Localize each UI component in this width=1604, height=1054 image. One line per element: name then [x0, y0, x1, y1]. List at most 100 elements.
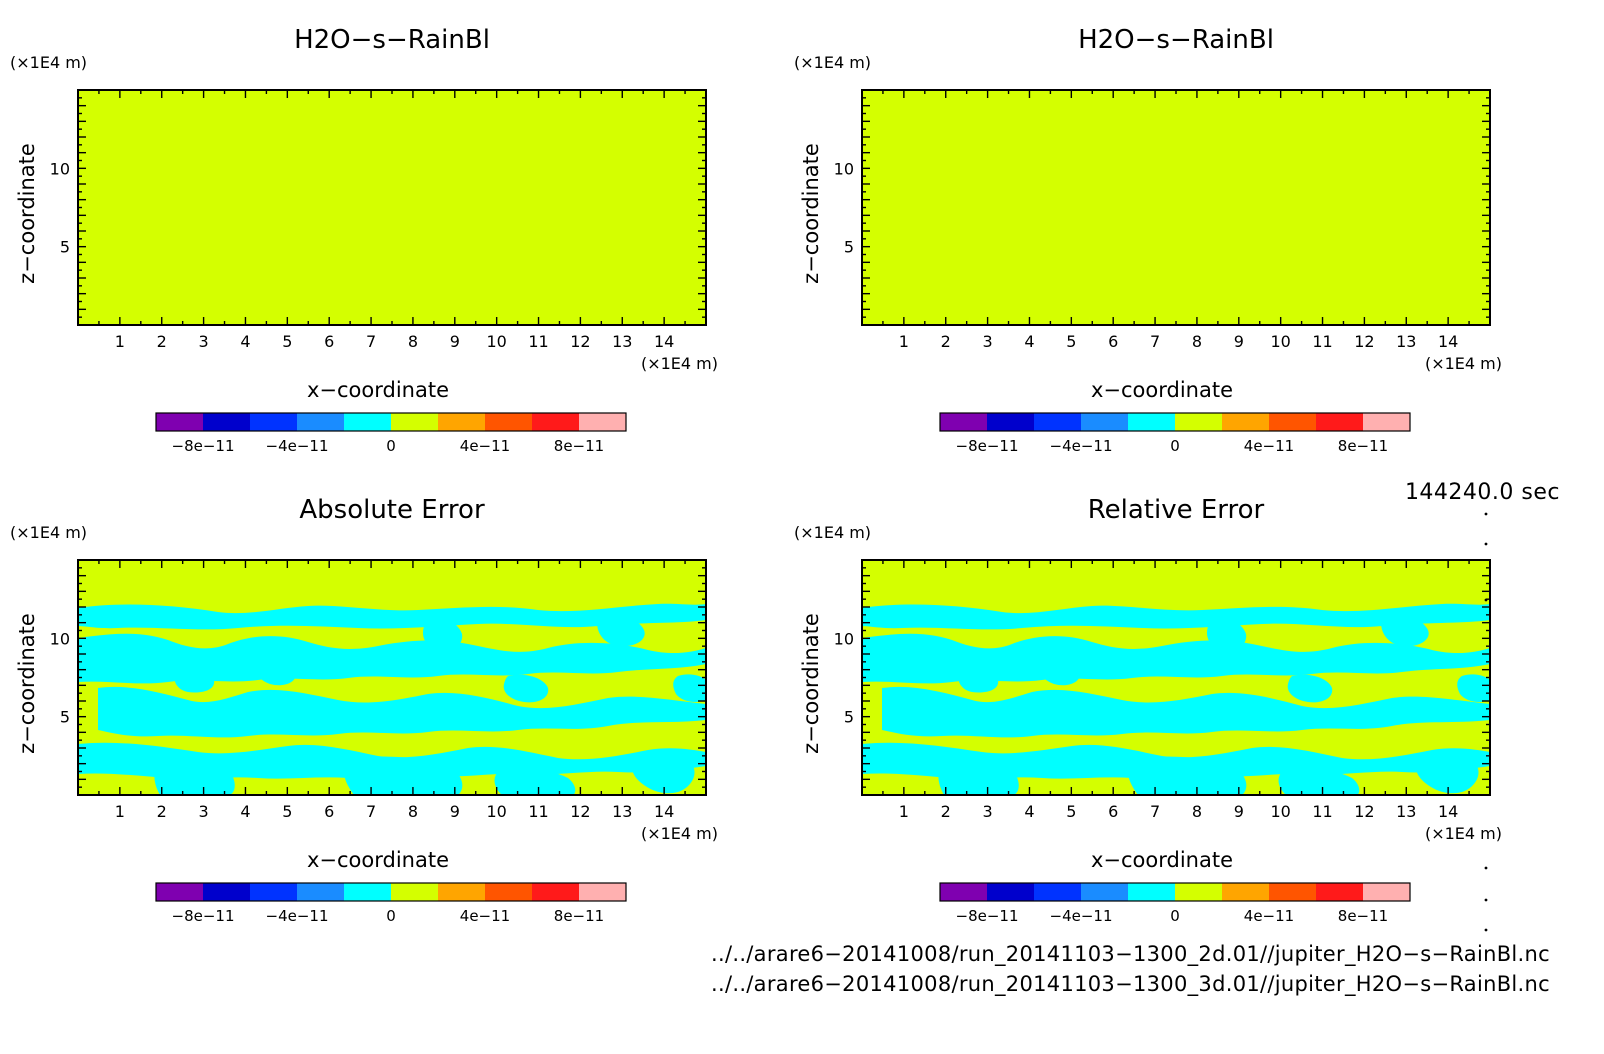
- x-tick-label: 4: [1024, 802, 1034, 821]
- colorbar-swatch: [203, 883, 250, 901]
- margin-dot: [1484, 512, 1488, 516]
- x-axis-label: x−coordinate: [1091, 848, 1233, 872]
- field-fill: [78, 90, 706, 325]
- chart-panel-4: Relative Error(×1E4 m)1 2 3 4 5 6 7 8 9 10 11 12 13 1…: [794, 495, 1502, 925]
- colorbar-label: −8e−11: [172, 437, 235, 455]
- x-tick-label: 14: [1438, 802, 1458, 821]
- x-tick-label: 1: [899, 332, 909, 351]
- colorbar-swatch: [391, 413, 438, 431]
- x-tick-label: 13: [1396, 332, 1416, 351]
- colorbar-swatch: [1363, 883, 1410, 901]
- colorbar-swatch: [203, 413, 250, 431]
- colorbar-swatch: [1222, 883, 1269, 901]
- y-unit-label: (×1E4 m): [794, 53, 871, 72]
- x-axis-label: x−coordinate: [1091, 378, 1233, 402]
- margin-dot: [1484, 542, 1488, 546]
- colorbar-swatch: [1081, 883, 1128, 901]
- colorbar-swatch: [1222, 413, 1269, 431]
- x-tick-label: 1: [899, 802, 909, 821]
- file-path-2d: ../../arare6−20141008/run_20141103−1300_…: [711, 942, 1550, 966]
- colorbar-swatch: [1081, 413, 1128, 431]
- x-tick-label: 8: [408, 802, 418, 821]
- colorbar-swatch: [156, 883, 203, 901]
- colorbar: −8e−11 −4e−11 0 4e−11 8e−11: [939, 412, 1411, 455]
- x-tick-label: 5: [1066, 332, 1076, 351]
- y-tick-label: 10: [834, 159, 854, 178]
- y-tick-label: 5: [60, 238, 70, 257]
- x-unit-label: (×1E4 m): [641, 354, 718, 373]
- colorbar-label: −4e−11: [1050, 907, 1113, 925]
- colorbar-swatch: [438, 883, 485, 901]
- x-tick-label: 3: [199, 332, 209, 351]
- colorbar-swatch: [391, 883, 438, 901]
- margin-dot: [1484, 598, 1488, 602]
- colorbar-label: 4e−11: [460, 907, 510, 925]
- y-tick-label: 5: [844, 238, 854, 257]
- colorbar-swatch: [1363, 413, 1410, 431]
- field-fill: [862, 90, 1490, 325]
- x-axis-label: x−coordinate: [307, 848, 449, 872]
- y-tick-label: 10: [50, 159, 70, 178]
- x-tick-label: 13: [612, 802, 632, 821]
- x-tick-label: 7: [1150, 332, 1160, 351]
- x-tick-label: 4: [1024, 332, 1034, 351]
- colorbar-swatch: [1034, 883, 1081, 901]
- colorbar-swatch: [344, 413, 391, 431]
- y-unit-label: (×1E4 m): [794, 523, 871, 542]
- x-tick-label: 1: [115, 802, 125, 821]
- x-tick-label: 6: [1108, 332, 1118, 351]
- chart-panel-2: H2O−s−RainBl(×1E4 m)1 2 3 4 5 6 7 8 9 10 11 12 13 145…: [794, 25, 1502, 455]
- x-unit-label: (×1E4 m): [1425, 354, 1502, 373]
- colorbar-frame: [939, 882, 1411, 902]
- x-tick-label: 9: [1234, 332, 1244, 351]
- colorbar-swatch: [485, 413, 532, 431]
- colorbar: −8e−11 −4e−11 0 4e−11 8e−11: [939, 882, 1411, 925]
- colorbar-label: 8e−11: [1338, 437, 1388, 455]
- colorbar-label: 4e−11: [1244, 907, 1294, 925]
- colorbar-label: 0: [1170, 907, 1180, 925]
- y-tick-label: 5: [844, 708, 854, 727]
- x-tick-label: 10: [1270, 332, 1290, 351]
- colorbar-swatch: [940, 883, 987, 901]
- panel-title: Relative Error: [1088, 495, 1265, 525]
- colorbar-frame: [155, 412, 627, 432]
- colorbar-label: −8e−11: [956, 907, 1019, 925]
- colorbar-label: −8e−11: [172, 907, 235, 925]
- colorbar-swatch: [987, 883, 1034, 901]
- y-unit-label: (×1E4 m): [10, 53, 87, 72]
- y-axis-label: z−coordinate: [15, 143, 39, 284]
- panel-title: H2O−s−RainBl: [1078, 25, 1274, 55]
- y-axis-label: z−coordinate: [15, 613, 39, 754]
- x-tick-label: 8: [408, 332, 418, 351]
- x-tick-label: 5: [282, 332, 292, 351]
- colorbar-frame: [939, 412, 1411, 432]
- x-tick-label: 3: [983, 332, 993, 351]
- colorbar-label: −4e−11: [266, 437, 329, 455]
- colorbar-swatch: [250, 883, 297, 901]
- x-tick-label: 7: [1150, 802, 1160, 821]
- x-tick-label: 12: [570, 802, 590, 821]
- x-tick-label: 9: [450, 802, 460, 821]
- colorbar-label: −4e−11: [266, 907, 329, 925]
- colorbar-swatch: [438, 413, 485, 431]
- x-tick-label: 8: [1192, 802, 1202, 821]
- x-tick-label: 12: [1354, 802, 1374, 821]
- x-tick-label: 11: [1312, 332, 1332, 351]
- x-tick-label: 1: [115, 332, 125, 351]
- x-tick-label: 4: [240, 802, 250, 821]
- x-tick-label: 12: [1354, 332, 1374, 351]
- colorbar-swatch: [532, 413, 579, 431]
- colorbar-swatch: [579, 883, 626, 901]
- colorbar-swatch: [1175, 883, 1222, 901]
- x-tick-label: 2: [157, 802, 167, 821]
- colorbar: −8e−11 −4e−11 0 4e−11 8e−11: [155, 882, 627, 925]
- colorbar-swatch: [940, 413, 987, 431]
- x-tick-label: 6: [1108, 802, 1118, 821]
- colorbar-swatch: [156, 413, 203, 431]
- colorbar-swatch: [344, 883, 391, 901]
- margin-dot: [1484, 898, 1488, 902]
- colorbar-label: 0: [1170, 437, 1180, 455]
- colorbar-label: −4e−11: [1050, 437, 1113, 455]
- y-tick-label: 10: [834, 629, 854, 648]
